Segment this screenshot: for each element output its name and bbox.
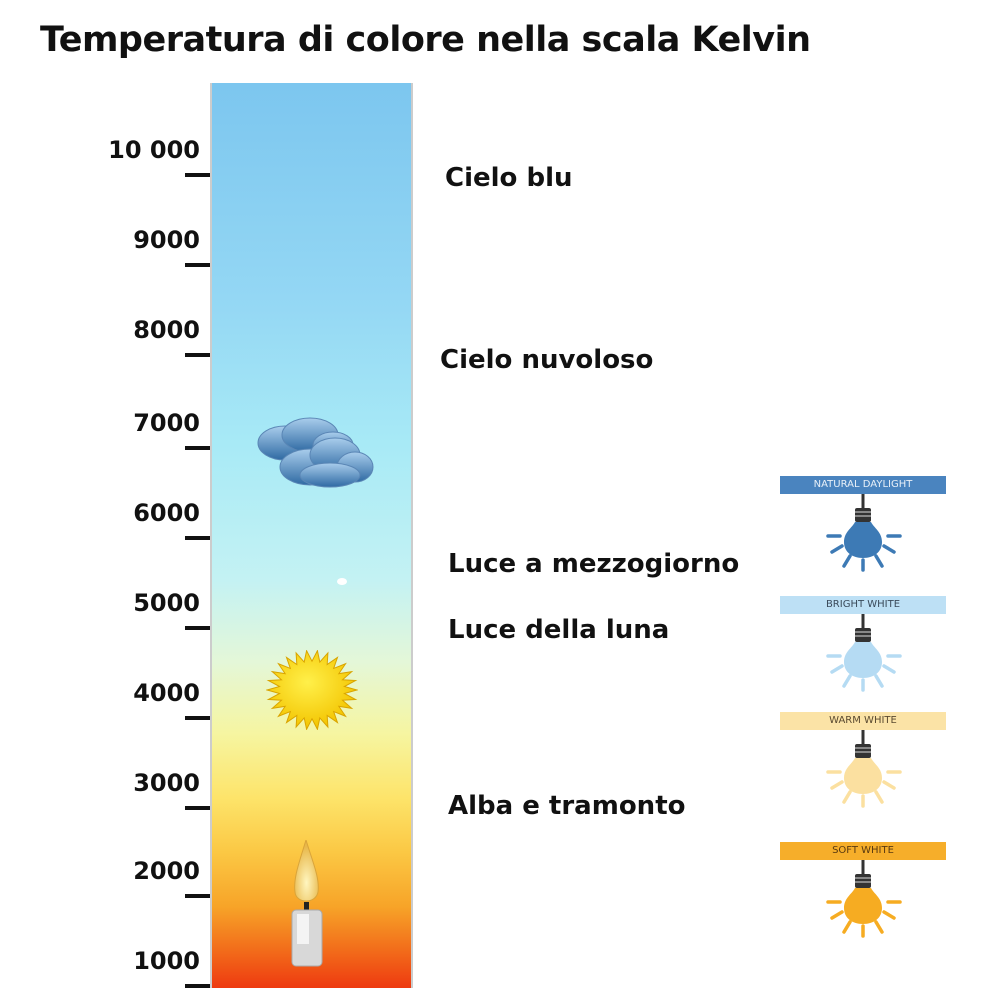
- category-label: Cielo nuvoloso: [440, 345, 654, 375]
- scale-tick: [185, 984, 210, 988]
- bulb-label: BRIGHT WHITE: [780, 596, 946, 614]
- scale-tick-label: 9000: [133, 226, 200, 254]
- scale-tick-label: 6000: [133, 499, 200, 527]
- bulb-label: WARM WHITE: [780, 712, 946, 730]
- scale-tick-label: 2000: [133, 857, 200, 885]
- scale-tick: [185, 173, 210, 177]
- cloud-icon: [255, 415, 380, 490]
- scale-tick: [185, 536, 210, 540]
- color-temperature-gradient-bar: [210, 83, 413, 988]
- scale-tick: [185, 894, 210, 898]
- category-label: Luce a mezzogiorno: [448, 549, 740, 579]
- scale-tick: [185, 353, 210, 357]
- scale-tick-label: 8000: [133, 316, 200, 344]
- scale-tick: [185, 716, 210, 720]
- light-bulb-icon: [822, 494, 904, 584]
- candle-icon: [282, 840, 332, 970]
- sun-icon: [266, 650, 358, 730]
- light-bulb-icon: [822, 730, 904, 820]
- moon-icon: [337, 578, 347, 585]
- scale-tick: [185, 806, 210, 810]
- scale-tick-label: 10 000: [108, 136, 200, 164]
- category-label: Alba e tramonto: [448, 791, 686, 821]
- light-bulb-icon: [822, 614, 904, 704]
- category-label: Cielo blu: [445, 163, 573, 193]
- scale-tick-label: 7000: [133, 409, 200, 437]
- bulb-label: SOFT WHITE: [780, 842, 946, 860]
- scale-tick-label: 1000: [133, 947, 200, 975]
- scale-tick-label: 4000: [133, 679, 200, 707]
- scale-tick-label: 3000: [133, 769, 200, 797]
- scale-tick-label: 5000: [133, 589, 200, 617]
- light-bulb-icon: [822, 860, 904, 950]
- scale-tick: [185, 446, 210, 450]
- scale-tick: [185, 263, 210, 267]
- scale-tick: [185, 626, 210, 630]
- page-title: Temperatura di colore nella scala Kelvin: [40, 20, 811, 60]
- bulb-label: NATURAL DAYLIGHT: [780, 476, 946, 494]
- category-label: Luce della luna: [448, 615, 670, 645]
